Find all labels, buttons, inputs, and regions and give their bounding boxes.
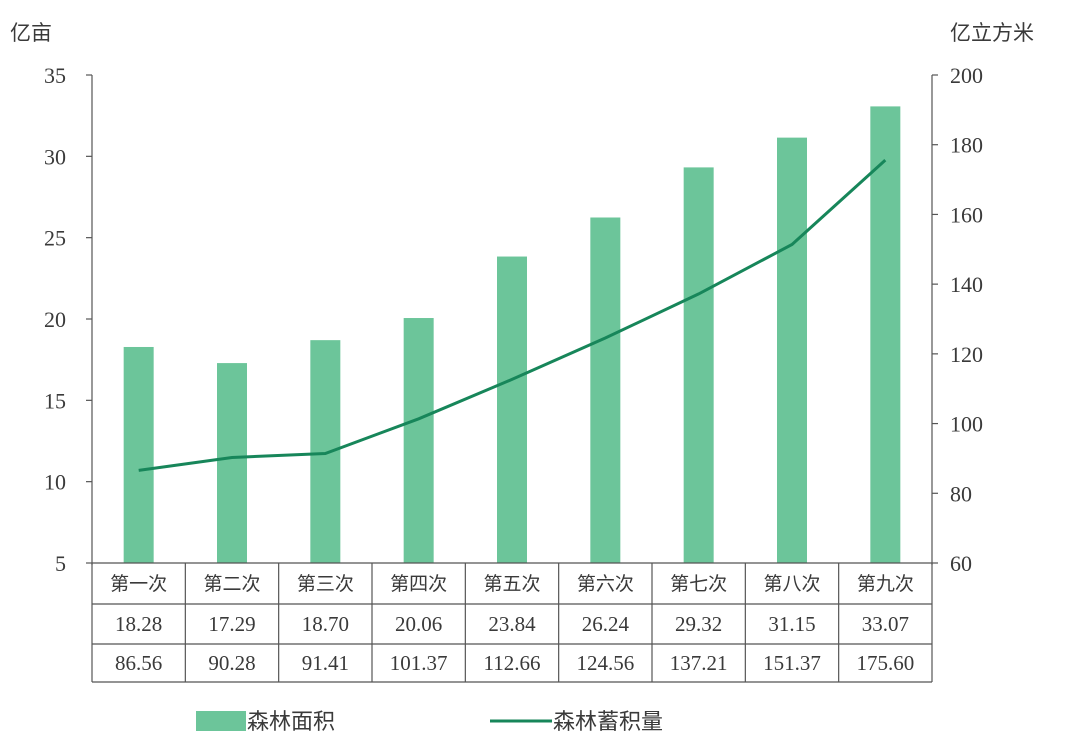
left-tick-label: 5 — [55, 551, 66, 576]
area-value-cell: 20.06 — [395, 612, 442, 636]
category-label: 第五次 — [483, 573, 540, 595]
area-bar — [123, 346, 154, 563]
category-label: 第八次 — [763, 573, 820, 595]
area-bar — [590, 217, 621, 563]
area-bars — [123, 106, 901, 564]
legend: 森林面积 森林蓄积量 — [196, 710, 663, 735]
area-bar — [870, 106, 901, 564]
legend-area-swatch — [196, 711, 246, 731]
area-value-cell: 31.15 — [768, 612, 815, 636]
area-bar — [777, 137, 807, 564]
area-value-cell: 26.24 — [582, 612, 630, 636]
right-tick-label: 200 — [950, 63, 983, 88]
volume-value-cell: 175.60 — [856, 651, 914, 675]
volume-value-cell: 124.56 — [576, 651, 634, 675]
area-bar — [497, 256, 527, 563]
area-bar — [310, 340, 341, 563]
right-tick-label: 140 — [950, 272, 983, 297]
left-axis-ticks: 35 30 25 20 15 10 5 — [44, 63, 92, 576]
category-label: 第六次 — [577, 573, 634, 595]
right-axis-unit: 亿立方米 — [950, 21, 1034, 45]
volume-line — [138, 158, 887, 472]
left-tick-label: 15 — [44, 388, 66, 413]
category-label: 第七次 — [670, 573, 727, 595]
area-bar — [217, 363, 247, 563]
area-value-cell: 17.29 — [208, 612, 255, 636]
left-tick-label: 35 — [44, 63, 66, 88]
category-label: 第四次 — [390, 573, 447, 595]
volume-value-cell: 86.56 — [115, 651, 162, 675]
category-label: 第一次 — [110, 573, 167, 595]
right-tick-label: 160 — [950, 202, 983, 227]
area-value-cell: 33.07 — [862, 612, 909, 636]
volume-value-cell: 137.21 — [670, 651, 728, 675]
volume-value-cell: 112.66 — [484, 651, 541, 675]
right-tick-label: 100 — [950, 412, 983, 437]
area-bar — [683, 167, 714, 564]
right-tick-label: 80 — [950, 481, 972, 506]
right-axis-ticks: 200 180 160 140 120 100 80 60 — [932, 63, 983, 576]
volume-value-cell: 91.41 — [302, 651, 349, 675]
data-table: 第一次 18.28 86.56 第二次 17.29 90.28 第三次 18.70 91.41 第… — [91, 562, 933, 683]
left-tick-label: 25 — [44, 226, 66, 251]
left-tick-label: 20 — [44, 307, 66, 332]
category-label: 第二次 — [203, 573, 260, 595]
left-tick-label: 10 — [44, 470, 66, 495]
right-tick-label: 120 — [950, 342, 983, 367]
volume-value-cell: 90.28 — [208, 651, 255, 675]
area-bar — [403, 318, 434, 563]
volume-value-cell: 101.37 — [390, 651, 448, 675]
area-value-cell: 18.70 — [302, 612, 349, 636]
category-label: 第三次 — [297, 573, 354, 595]
legend-volume-label: 森林蓄积量 — [553, 710, 663, 735]
area-value-cell: 29.32 — [675, 612, 722, 636]
category-label: 第九次 — [857, 573, 914, 595]
left-tick-label: 30 — [44, 144, 66, 169]
area-value-cell: 23.84 — [488, 612, 536, 636]
right-tick-label: 60 — [950, 551, 972, 576]
area-value-cell: 18.28 — [115, 612, 162, 636]
right-tick-label: 180 — [950, 133, 983, 158]
left-axis-unit: 亿亩 — [10, 21, 52, 45]
volume-value-cell: 151.37 — [763, 651, 821, 675]
legend-area-label: 森林面积 — [247, 710, 335, 735]
